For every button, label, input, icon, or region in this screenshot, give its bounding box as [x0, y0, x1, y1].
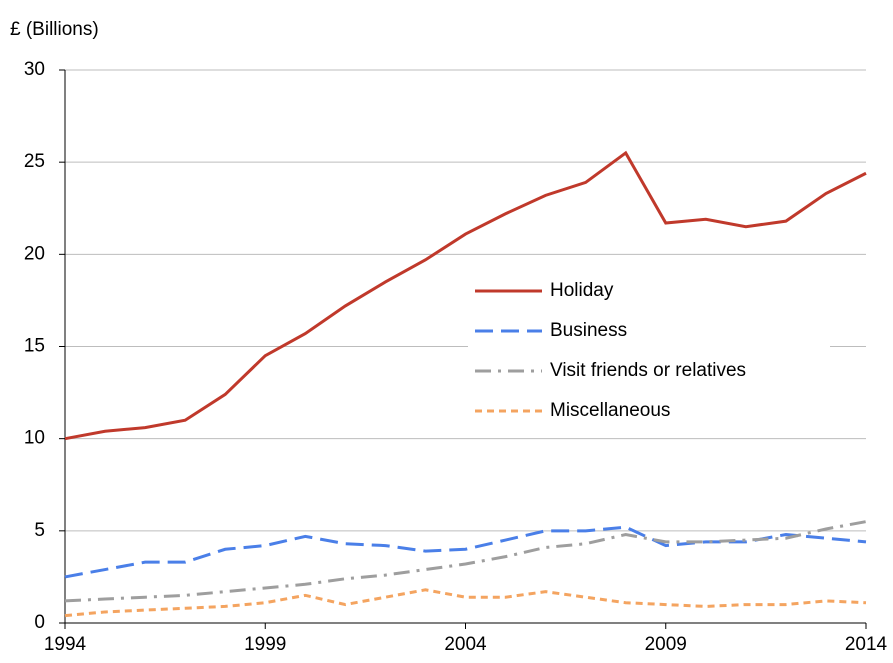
x-tick-label: 2009 [645, 634, 687, 655]
line-series [64, 520, 867, 603]
y-tick-label: 30 [24, 59, 45, 80]
legend-label: Holiday [550, 280, 614, 301]
x-tick-label: 1994 [44, 634, 87, 655]
legend-label: Business [550, 320, 627, 341]
y-tick-label: 20 [24, 243, 45, 264]
legend-box [468, 272, 830, 428]
y-tick-label: 5 [34, 520, 45, 541]
y-axis-label: £ (Billions) [10, 19, 99, 40]
line-series [64, 150, 867, 441]
x-tick-label: 2014 [845, 634, 888, 655]
x-tick-label: 1999 [244, 634, 286, 655]
y-tick-label: 0 [34, 612, 45, 633]
x-tick-label: 2004 [444, 634, 487, 655]
line-series [64, 588, 867, 618]
line-series [64, 525, 867, 579]
y-tick-label: 25 [24, 151, 45, 172]
legend-label: Miscellaneous [550, 400, 670, 421]
legend-label: Visit friends or relatives [550, 360, 746, 381]
y-tick-label: 15 [24, 336, 45, 357]
y-tick-label: 10 [24, 428, 45, 449]
